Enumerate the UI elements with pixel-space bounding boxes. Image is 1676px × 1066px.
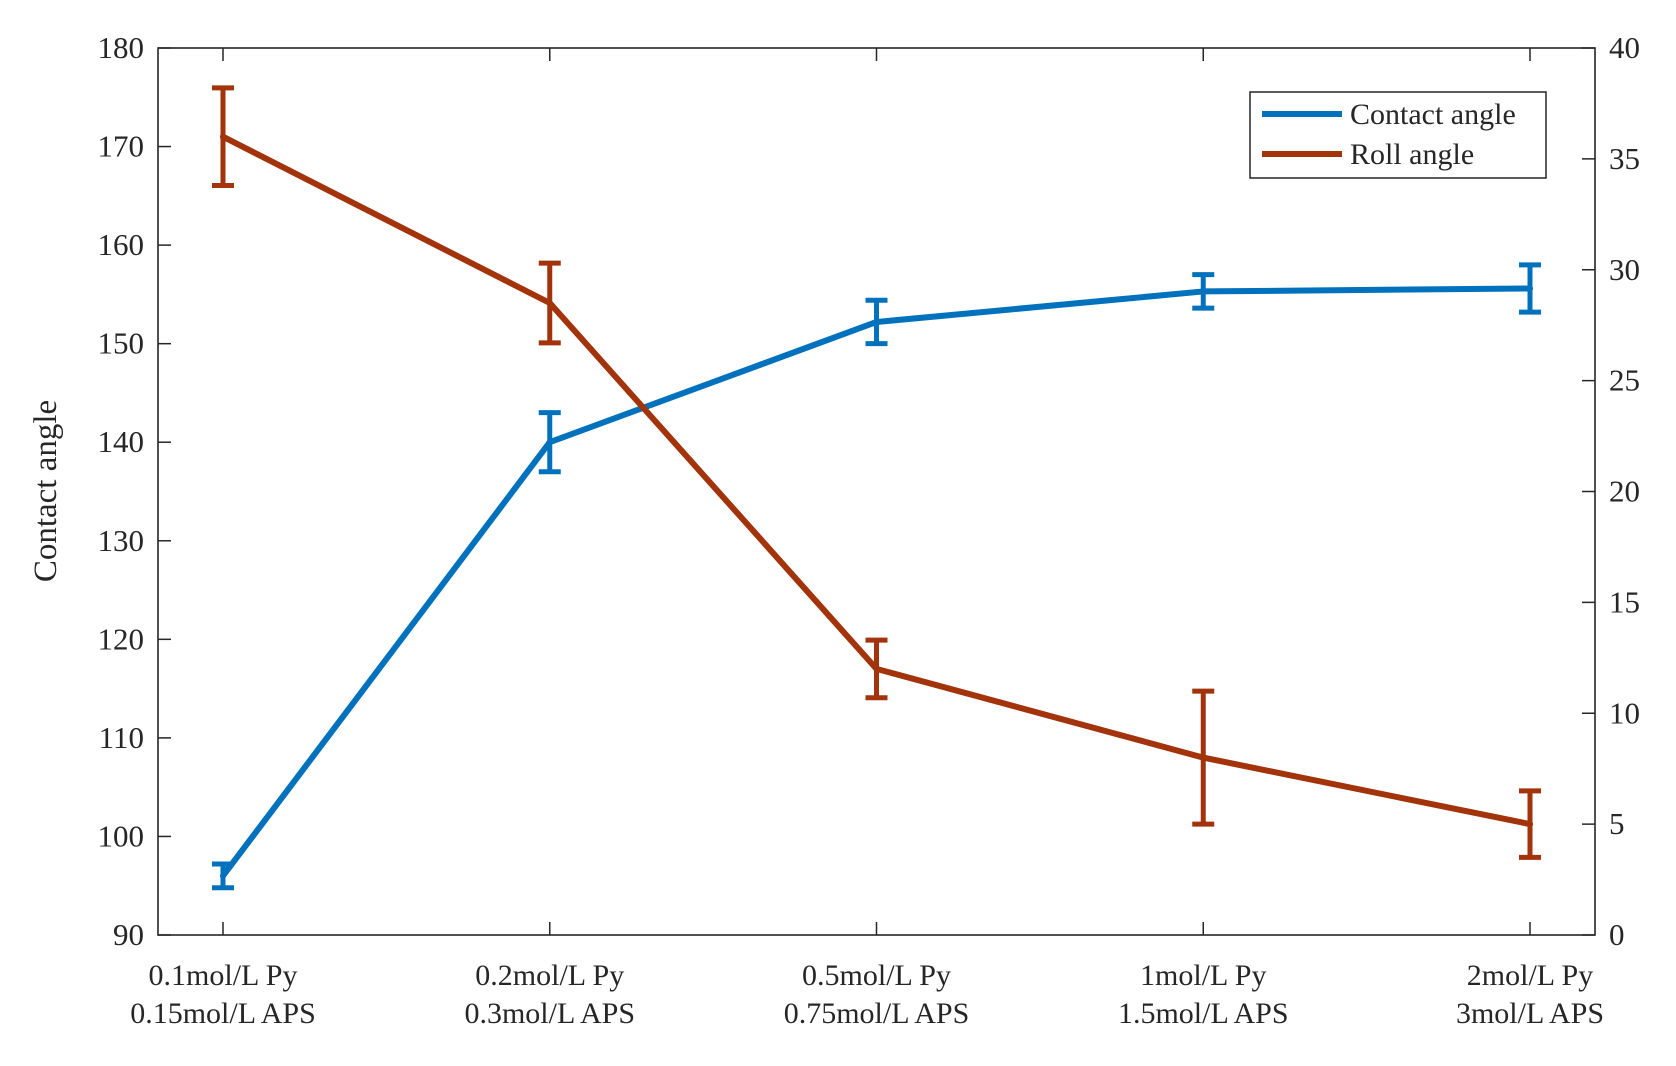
x-tick-label: 3mol/L APS xyxy=(1456,997,1604,1030)
data-point xyxy=(220,872,226,879)
data-point xyxy=(1527,285,1533,292)
error-bar xyxy=(1192,272,1215,311)
x-tick-label: 0.2mol/L Py xyxy=(475,959,624,992)
legend: Contact angle Roll angle xyxy=(1249,91,1547,179)
y2-tick-label: 15 xyxy=(1609,584,1640,619)
data-point xyxy=(1527,821,1533,828)
error-bar xyxy=(538,410,561,475)
legend-label: Roll angle xyxy=(1350,138,1474,171)
error-bar xyxy=(865,637,888,701)
y-axis-title: Contact angle xyxy=(28,400,64,582)
y-tick-label: 180 xyxy=(98,30,145,65)
chart-marks: 90 100 110 120 130 140 150 160 170 180 0 5 10 15 20 25 3… xyxy=(98,30,1641,1030)
legend-box xyxy=(1249,91,1547,179)
data-point xyxy=(1200,288,1207,295)
y-tick-label: 150 xyxy=(98,326,145,361)
error-bar xyxy=(1192,688,1215,827)
y-tick-label: 90 xyxy=(113,917,144,952)
y-tick-label: 110 xyxy=(99,720,144,755)
error-bar xyxy=(538,260,561,346)
data-point xyxy=(546,300,553,307)
x-tick-label: 0.3mol/L APS xyxy=(464,997,635,1030)
error-bar xyxy=(212,85,234,188)
x-tick-label: 0.5mol/L Py xyxy=(802,959,951,992)
plot-frame xyxy=(157,47,1596,936)
x-tick-label: 0.75mol/L APS xyxy=(784,997,970,1030)
y2-tick-label: 30 xyxy=(1609,252,1640,287)
legend-label: Contact angle xyxy=(1350,98,1516,131)
y2-tick-label: 0 xyxy=(1609,917,1625,952)
data-point xyxy=(873,665,880,672)
data-point xyxy=(220,133,226,140)
error-bar xyxy=(1519,788,1541,860)
y-tick-label: 170 xyxy=(98,129,145,164)
y2-tick-label: 35 xyxy=(1609,141,1640,176)
data-point xyxy=(546,439,553,446)
x-tick-label: 0.15mol/L APS xyxy=(130,997,316,1030)
x-tick-label: 2mol/L Py xyxy=(1467,959,1593,992)
error-bar xyxy=(865,297,888,347)
y-tick-label: 130 xyxy=(98,523,145,558)
error-bar xyxy=(212,861,234,891)
error-bar xyxy=(1519,262,1541,315)
y2-tick-label: 20 xyxy=(1609,474,1640,509)
y2-tick-label: 40 xyxy=(1609,30,1640,65)
x-tick-label: 1mol/L Py xyxy=(1140,959,1266,992)
y2-tick-label: 5 xyxy=(1609,806,1625,841)
data-point xyxy=(1200,754,1207,761)
y-tick-label: 140 xyxy=(98,424,145,459)
y-tick-label: 120 xyxy=(98,621,145,656)
y2-tick-label: 10 xyxy=(1609,695,1640,730)
data-point xyxy=(873,318,880,325)
x-tick-label: 1.5mol/L APS xyxy=(1118,997,1289,1030)
y2-tick-label: 25 xyxy=(1609,363,1640,398)
y-tick-label: 160 xyxy=(98,227,145,262)
y-tick-label: 100 xyxy=(98,818,145,853)
x-tick-label: 0.1mol/L Py xyxy=(149,959,298,992)
